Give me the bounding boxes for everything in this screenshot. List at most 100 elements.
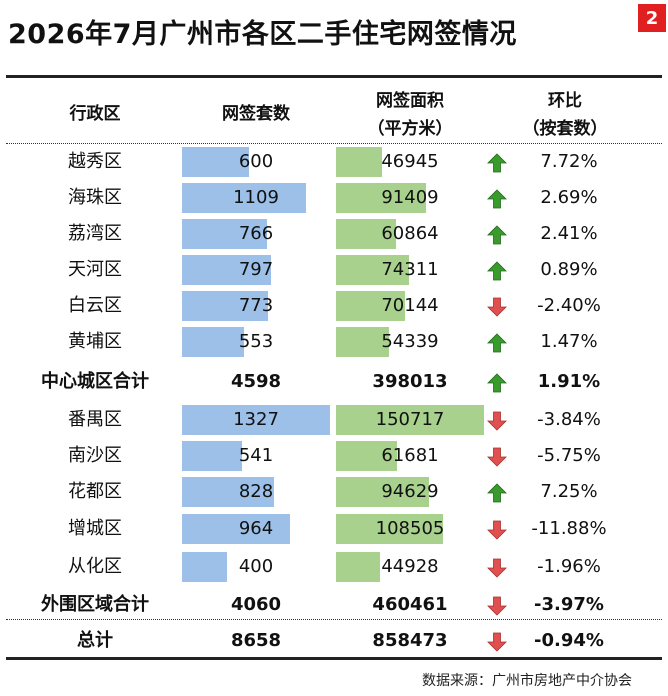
count-value: 4598 bbox=[230, 371, 282, 392]
table-row: 中心城区合计 4598 398013 1.91% bbox=[0, 364, 668, 400]
area-value: 398013 bbox=[372, 371, 448, 392]
mom-change-value: 2.69% bbox=[540, 187, 598, 208]
district-name: 总计 bbox=[77, 630, 113, 651]
district-name: 番禺区 bbox=[68, 409, 122, 430]
mom-change-value: 7.25% bbox=[540, 481, 598, 502]
count-value: 766 bbox=[238, 223, 274, 244]
count-bar bbox=[182, 147, 249, 177]
table-row: 花都区 828 94629 7.25% bbox=[0, 474, 668, 510]
header-area-line2: （平方米） bbox=[367, 119, 453, 139]
count-bar bbox=[182, 405, 330, 435]
arrow-up-icon bbox=[487, 261, 507, 281]
count-bar bbox=[182, 441, 242, 471]
area-value: 460461 bbox=[372, 594, 448, 615]
arrow-up-icon bbox=[487, 189, 507, 209]
count-value: 600 bbox=[238, 151, 274, 172]
mom-change-value: -3.84% bbox=[537, 409, 601, 430]
mom-change-value: -3.97% bbox=[534, 594, 604, 615]
count-bar bbox=[182, 219, 267, 249]
subtotal-divider bbox=[6, 619, 662, 620]
area-bar bbox=[336, 147, 382, 177]
count-bar bbox=[182, 552, 227, 582]
area-value: 70144 bbox=[381, 295, 439, 316]
count-bar bbox=[182, 327, 244, 357]
area-bar bbox=[336, 552, 380, 582]
count-value: 4060 bbox=[230, 594, 282, 615]
area-value: 46945 bbox=[381, 151, 439, 172]
table-row: 荔湾区 766 60864 2.41% bbox=[0, 216, 668, 252]
count-bar bbox=[182, 514, 290, 544]
mom-change-value: -1.96% bbox=[537, 556, 601, 577]
area-value: 60864 bbox=[381, 223, 439, 244]
table-row: 海珠区 1109 91409 2.69% bbox=[0, 180, 668, 216]
district-name: 增城区 bbox=[68, 518, 122, 539]
arrow-up-icon bbox=[487, 153, 507, 173]
count-bar bbox=[182, 183, 306, 213]
area-value: 108505 bbox=[375, 518, 445, 539]
district-name: 越秀区 bbox=[68, 151, 122, 172]
area-value: 858473 bbox=[372, 630, 448, 651]
table-row: 南沙区 541 61681 -5.75% bbox=[0, 438, 668, 474]
count-value: 541 bbox=[238, 445, 274, 466]
arrow-down-icon bbox=[487, 632, 507, 652]
arrow-up-icon bbox=[487, 333, 507, 353]
area-bar bbox=[336, 327, 389, 357]
area-bar bbox=[336, 291, 405, 321]
count-value: 773 bbox=[238, 295, 274, 316]
count-bar bbox=[182, 477, 274, 507]
table-row: 从化区 400 44928 -1.96% bbox=[0, 549, 668, 585]
mom-change-value: -5.75% bbox=[537, 445, 601, 466]
arrow-down-icon bbox=[487, 596, 507, 616]
mom-change-value: 0.89% bbox=[540, 259, 598, 280]
header-mom-line1: 环比 bbox=[548, 91, 582, 111]
area-value: 150717 bbox=[375, 409, 445, 430]
area-bar bbox=[336, 405, 484, 435]
area-bar bbox=[336, 183, 426, 213]
mom-change-value: 7.72% bbox=[540, 151, 598, 172]
district-name: 从化区 bbox=[68, 556, 122, 577]
arrow-up-icon bbox=[487, 373, 507, 393]
table-top-rule bbox=[6, 75, 662, 78]
header-area-line1: 网签面积 bbox=[376, 91, 444, 111]
district-name: 黄埔区 bbox=[68, 331, 122, 352]
district-name: 荔湾区 bbox=[68, 223, 122, 244]
arrow-down-icon bbox=[487, 558, 507, 578]
district-name: 花都区 bbox=[68, 481, 122, 502]
district-name: 南沙区 bbox=[68, 445, 122, 466]
table-row: 总计 8658 858473 -0.94% bbox=[0, 623, 668, 659]
count-value: 797 bbox=[238, 259, 274, 280]
table-row: 番禺区 1327 150717 -3.84% bbox=[0, 402, 668, 438]
mom-change-value: -0.94% bbox=[534, 630, 604, 651]
table-row: 越秀区 600 46945 7.72% bbox=[0, 144, 668, 180]
district-name: 白云区 bbox=[68, 295, 122, 316]
count-value: 964 bbox=[238, 518, 274, 539]
count-value: 828 bbox=[238, 481, 274, 502]
area-bar bbox=[336, 441, 397, 471]
header-district: 行政区 bbox=[69, 104, 121, 124]
mom-change-value: 1.47% bbox=[540, 331, 598, 352]
count-bar bbox=[182, 255, 271, 285]
header-count: 网签套数 bbox=[222, 104, 290, 124]
district-name: 海珠区 bbox=[68, 187, 122, 208]
table-row: 外围区域合计 4060 460461 -3.97% bbox=[0, 587, 668, 623]
mom-change-value: 2.41% bbox=[540, 223, 598, 244]
table-row: 白云区 773 70144 -2.40% bbox=[0, 288, 668, 324]
table-row: 增城区 964 108505 -11.88% bbox=[0, 511, 668, 547]
area-value: 74311 bbox=[381, 259, 439, 280]
area-value: 91409 bbox=[381, 187, 439, 208]
arrow-up-icon bbox=[487, 225, 507, 245]
district-name: 中心城区合计 bbox=[41, 371, 149, 392]
mom-change-value: -2.40% bbox=[537, 295, 601, 316]
mom-change-value: -11.88% bbox=[531, 518, 607, 539]
area-bar bbox=[336, 514, 443, 544]
area-bar bbox=[336, 255, 409, 285]
count-value: 1327 bbox=[233, 409, 279, 430]
count-value: 400 bbox=[238, 556, 274, 577]
area-value: 54339 bbox=[381, 331, 439, 352]
arrow-down-icon bbox=[487, 297, 507, 317]
arrow-up-icon bbox=[487, 483, 507, 503]
count-value: 1109 bbox=[233, 187, 279, 208]
mom-change-value: 1.91% bbox=[537, 371, 601, 392]
data-source-note: 数据来源：广州市房地产中介协会 bbox=[422, 673, 632, 689]
arrow-down-icon bbox=[487, 447, 507, 467]
